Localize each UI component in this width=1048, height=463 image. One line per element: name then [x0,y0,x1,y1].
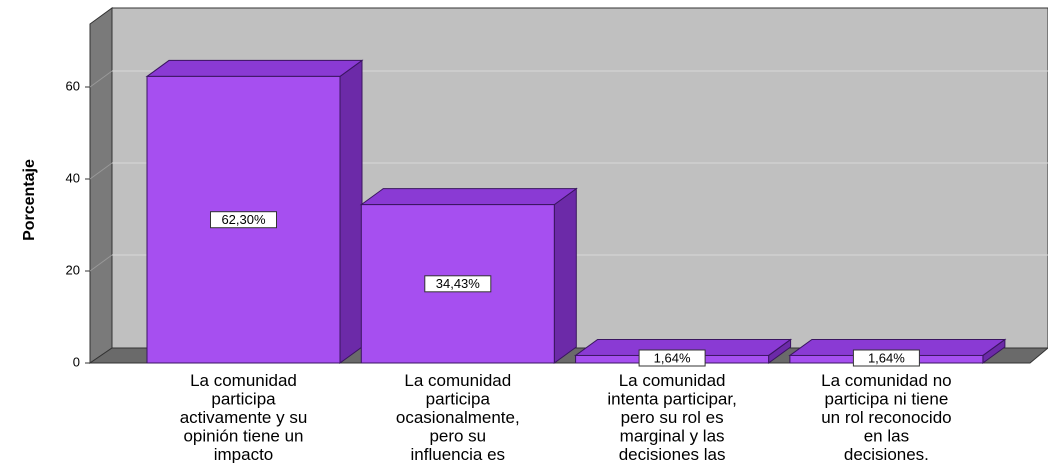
x-tick-label: La comunidad no participa ni tiene un rol … [821,371,951,463]
grid-line [89,254,113,272]
x-tick-label: La comunidad participa activamente y su opi… [180,371,308,463]
bar-top [145,59,364,77]
value-label-box [210,211,277,229]
y-tick-label: 40 [66,170,80,185]
x-tick-label: La comunidad intenta participar, pero su r… [607,371,736,463]
value-label: 34,43% [436,276,481,291]
bar-top [359,188,578,206]
grid-line [89,70,113,88]
x-tick-label: La comunidad participa ocasionalmente, pero… [396,371,520,463]
value-label-box [852,349,920,367]
value-label-box [638,349,706,367]
value-label-box [424,275,492,293]
value-label: 1,64% [868,350,905,365]
y-tick-label: 60 [66,78,80,93]
left-wall [89,7,113,364]
value-label: 1,64% [654,350,691,365]
bar-side [553,187,577,364]
y-tick-label: 0 [73,354,80,369]
y-tick-label: 20 [66,262,80,277]
value-label: 62,30% [221,212,266,227]
grid-line [89,162,113,180]
bar-side [339,59,363,364]
y-axis-label: Porcentaje [21,159,38,241]
